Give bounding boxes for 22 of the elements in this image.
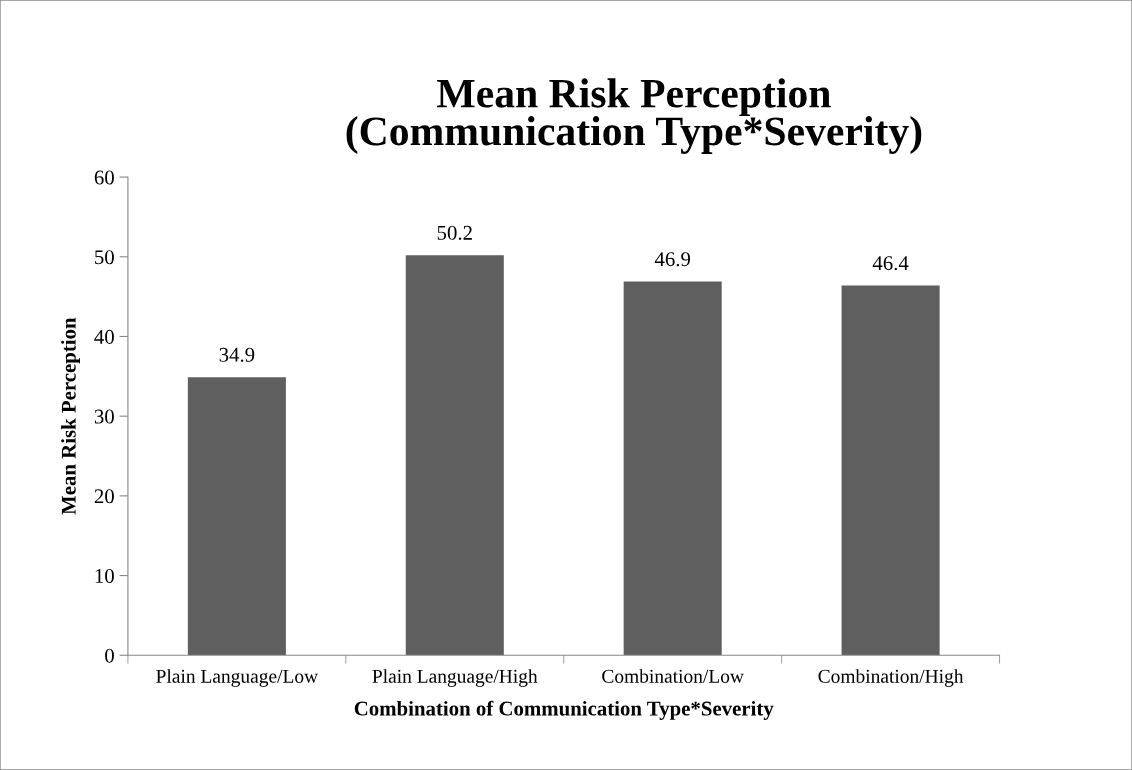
y-tick-label: 30 bbox=[94, 409, 114, 424]
chart-title: Mean Risk Perception (Communication Type*Severity) bbox=[346, 78, 922, 154]
y-tick-label: 10 bbox=[95, 568, 114, 584]
x-tick-label: Plain Language/Low bbox=[156, 669, 319, 687]
data-label: 46.4 bbox=[872, 256, 909, 271]
y-tick-label: 0 bbox=[105, 648, 114, 663]
bar bbox=[405, 255, 504, 656]
y-tick-label: 20 bbox=[94, 489, 114, 504]
x-axis-title: Combination of Communication Type*Severity bbox=[354, 700, 774, 720]
y-tick-label: 40 bbox=[94, 329, 114, 344]
bar bbox=[623, 281, 722, 656]
y-tick-label: 50 bbox=[95, 250, 114, 265]
x-tick-label: Combination/High bbox=[818, 669, 964, 687]
data-label: 34.9 bbox=[219, 347, 255, 362]
y-tick-label: 60 bbox=[94, 170, 114, 185]
bar bbox=[841, 285, 940, 656]
data-label: 46.9 bbox=[654, 252, 691, 267]
y-axis-title: Mean Risk Perception bbox=[61, 317, 80, 515]
x-tick-label: Plain Language/High bbox=[372, 669, 538, 687]
data-label: 50.2 bbox=[437, 225, 472, 240]
x-tick-label: Combination/Low bbox=[602, 669, 744, 683]
bar bbox=[187, 377, 286, 656]
